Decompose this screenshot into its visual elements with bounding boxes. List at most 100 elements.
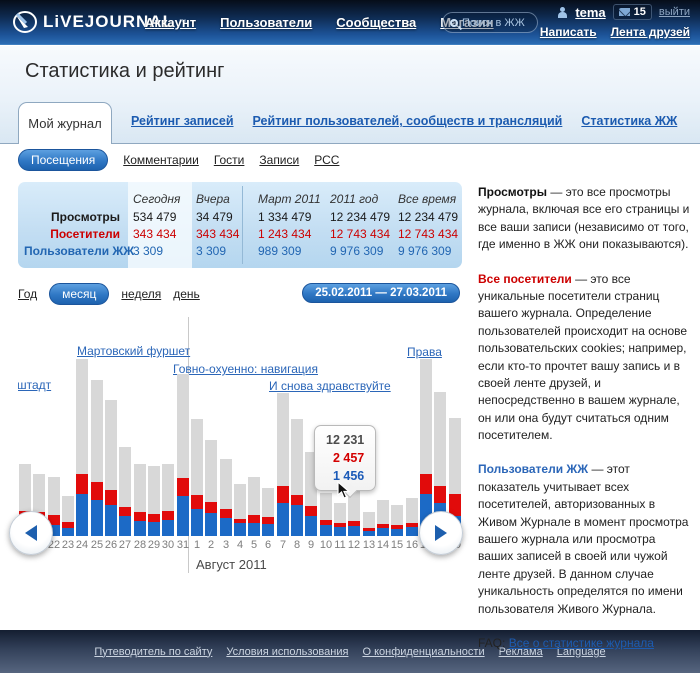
write-post-link[interactable]: Написать xyxy=(539,25,597,39)
table-cell: 343 434 xyxy=(196,227,240,241)
bar-users-day-8[interactable] xyxy=(291,505,303,536)
tab-lj-statistics[interactable]: Статистика ЖЖ xyxy=(581,114,678,128)
tab-entries-rating[interactable]: Рейтинг записей xyxy=(131,114,234,128)
friends-feed-link[interactable]: Лента друзей xyxy=(610,25,690,39)
tooltip-views-value: 12 231 xyxy=(326,433,365,447)
livejournal-logo[interactable]: LiVEJOURNAL ™ xyxy=(12,9,186,35)
bar-users-day-12[interactable] xyxy=(348,526,360,536)
bar-users-day-10[interactable] xyxy=(320,525,332,536)
axis-label-day-7: 7 xyxy=(279,539,287,551)
tab-links: Рейтинг записей Рейтинг пользователей, с… xyxy=(131,114,677,128)
footer-site-map[interactable]: Путеводитель по сайту xyxy=(94,645,213,658)
bar-users-day-4[interactable] xyxy=(234,523,246,536)
month-label: Август 2011 xyxy=(196,557,267,572)
bar-users-day-27[interactable] xyxy=(119,516,131,536)
search-input[interactable] xyxy=(462,16,532,29)
footer-terms[interactable]: Условия использования xyxy=(226,645,349,658)
subtab-comments[interactable]: Комментарии xyxy=(123,153,199,167)
axis-label-day-13: 13 xyxy=(362,539,376,551)
bar-users-day-3[interactable] xyxy=(220,518,232,536)
chart-annotation-link[interactable]: Права xyxy=(407,345,442,359)
table-cell: 12 743 434 xyxy=(398,227,459,241)
table-row-label: Пользователи ЖЖ xyxy=(24,244,135,258)
axis-label-day-29: 29 xyxy=(147,539,161,551)
subtab-rss[interactable]: РСС xyxy=(314,153,340,167)
axis-label-day-8: 8 xyxy=(293,539,301,551)
axis-label-day-2: 2 xyxy=(207,539,215,551)
bar-users-day-9[interactable] xyxy=(305,516,317,536)
bar-users-day-31[interactable] xyxy=(177,496,189,536)
period-week[interactable]: неделя xyxy=(121,287,162,301)
faq-link[interactable]: Все о статистике журнала xyxy=(508,635,654,650)
axis-label-day-10: 10 xyxy=(319,539,333,551)
period-year[interactable]: Год xyxy=(18,287,38,301)
subheader-background xyxy=(0,46,700,144)
table-cell: 12 234 479 xyxy=(398,210,459,224)
period-day[interactable]: день xyxy=(173,287,200,301)
search-box xyxy=(442,12,538,33)
table-cell: 9 976 309 xyxy=(398,244,452,258)
chart-annotation-link[interactable]: И снова здравствуйте xyxy=(269,379,391,393)
table-cell: 1 243 434 xyxy=(258,227,312,241)
messages-badge[interactable]: 15 xyxy=(612,4,652,20)
chart-annotation-link[interactable]: Мартовский фуршет xyxy=(77,344,191,358)
nav-communities[interactable]: Сообщества xyxy=(336,15,417,30)
logout-link[interactable]: выйти xyxy=(658,6,690,18)
table-header-1: Вчера xyxy=(196,192,230,206)
username-link[interactable]: tema xyxy=(575,4,606,20)
bar-users-day-26[interactable] xyxy=(105,505,117,536)
axis-label-day-24: 24 xyxy=(75,539,89,551)
bar-users-day-15[interactable] xyxy=(391,529,403,536)
footer-advertising[interactable]: Реклама xyxy=(498,645,543,658)
table-cell: 12 234 479 xyxy=(330,210,391,224)
logo-text: LiVEJOURNAL xyxy=(43,12,174,31)
bar-users-day-22[interactable] xyxy=(48,525,60,536)
tooltip-visitors-value: 2 457 xyxy=(332,451,365,466)
tab-users-rating[interactable]: Рейтинг пользователей, сообществ и транс… xyxy=(252,114,563,128)
chart-next-button[interactable] xyxy=(419,511,463,555)
bar-users-day-29[interactable] xyxy=(148,522,160,536)
chart-annotation-link[interactable]: Говно-охуенно: навигация xyxy=(173,362,318,376)
bar-users-day-5[interactable] xyxy=(248,523,260,536)
table-cell: 3 309 xyxy=(196,244,227,258)
subtab-guests[interactable]: Гости xyxy=(213,153,245,167)
nav-account[interactable]: Аккаунт xyxy=(145,15,197,30)
nav-users[interactable]: Пользователи xyxy=(220,15,313,30)
axis-label-day-14: 14 xyxy=(376,539,390,551)
tab-my-journal[interactable]: Мой журнал xyxy=(18,102,112,144)
bar-users-day-24[interactable] xyxy=(76,494,88,536)
table-row-label: Посетители xyxy=(50,227,120,241)
bar-users-day-2[interactable] xyxy=(205,513,217,536)
bar-users-day-23[interactable] xyxy=(62,528,74,536)
chart-tooltip: 12 231 2 457 1 456 xyxy=(314,425,377,499)
date-range-pill[interactable]: 25.02.2011 — 27.03.2011 xyxy=(302,283,460,303)
table-cell: 12 743 434 xyxy=(330,227,391,241)
axis-label-day-15: 15 xyxy=(390,539,404,551)
bar-users-day-16[interactable] xyxy=(406,527,418,536)
axis-label-day-28: 28 xyxy=(133,539,147,551)
chart-annotation-link[interactable]: Кронштадт xyxy=(18,378,52,392)
chart-prev-button[interactable] xyxy=(9,511,53,555)
axis-label-day-5: 5 xyxy=(250,539,258,551)
bar-users-day-14[interactable] xyxy=(377,528,389,536)
axis-label-day-25: 25 xyxy=(90,539,104,551)
footer-language[interactable]: Language xyxy=(556,645,606,658)
bar-users-day-25[interactable] xyxy=(91,500,103,536)
table-cell: 534 479 xyxy=(133,210,177,224)
period-selector: Год месяц неделя день xyxy=(18,283,200,305)
bar-users-day-6[interactable] xyxy=(262,524,274,536)
bar-users-day-11[interactable] xyxy=(334,527,346,536)
axis-label-day-30: 30 xyxy=(161,539,175,551)
period-month[interactable]: месяц xyxy=(49,283,110,305)
bar-users-day-1[interactable] xyxy=(191,509,203,536)
footer-privacy[interactable]: О конфиденциальности xyxy=(362,645,485,658)
subtab-visits[interactable]: Посещения xyxy=(18,149,109,171)
tab-divider-line xyxy=(0,143,700,144)
bar-users-day-13[interactable] xyxy=(363,531,375,536)
subtab-entries[interactable]: Записи xyxy=(259,153,300,167)
bar-users-day-7[interactable] xyxy=(277,503,289,536)
axis-label-day-16: 16 xyxy=(405,539,419,551)
bar-users-day-28[interactable] xyxy=(134,521,146,536)
table-cell: 9 976 309 xyxy=(330,244,384,258)
bar-users-day-30[interactable] xyxy=(162,520,174,536)
